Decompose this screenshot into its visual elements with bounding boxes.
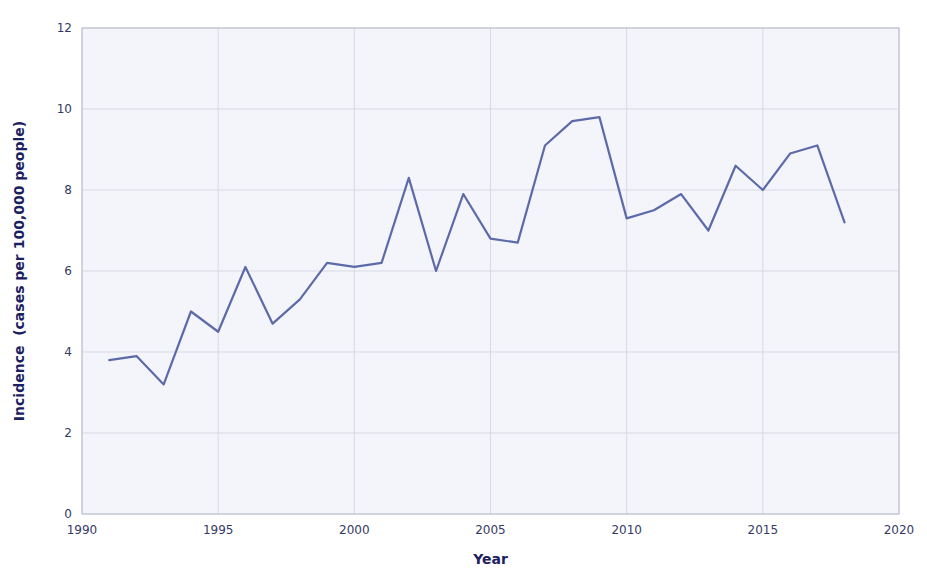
- y-axis-label: Incidence (cases per 100,000 people): [11, 121, 27, 421]
- x-tick-label: 2015: [748, 523, 779, 537]
- line-series: [109, 117, 844, 384]
- y-tick-label: 4: [64, 345, 72, 359]
- x-tick-label: 2020: [884, 523, 915, 537]
- y-tick-label: 2: [64, 426, 72, 440]
- line: [109, 117, 844, 384]
- y-tick-label: 0: [64, 507, 72, 521]
- x-axis-label: Year: [472, 551, 508, 567]
- x-tick-label: 2010: [611, 523, 642, 537]
- grid: [82, 28, 899, 514]
- x-grid-line: [490, 28, 491, 514]
- x-grid-line: [626, 28, 627, 514]
- x-grid-line: [762, 28, 763, 514]
- chart-container: 0 2 4 6 8 10 12 1990 1995 2000 2005 2010 2015 2020 Yea…: [0, 0, 927, 580]
- x-tick-label: 1995: [203, 523, 234, 537]
- y-tick-label: 6: [64, 264, 72, 278]
- plot-background: [82, 28, 899, 514]
- x-tick-label: 2000: [339, 523, 370, 537]
- y-tick-label: 10: [57, 102, 72, 116]
- chart-svg: 0 2 4 6 8 10 12 1990 1995 2000 2005 2010 2015 2020 Yea…: [0, 0, 927, 580]
- y-tick-label: 12: [57, 21, 72, 35]
- x-grid-line: [354, 28, 355, 514]
- x-tick-label: 2005: [475, 523, 506, 537]
- tick-labels: 0 2 4 6 8 10 12 1990 1995 2000 2005 2010 2015 2020: [57, 21, 915, 538]
- x-tick-label: 1990: [67, 523, 98, 537]
- y-tick-label: 8: [64, 183, 72, 197]
- plot-frame: [82, 28, 899, 514]
- x-grid-line: [218, 28, 219, 514]
